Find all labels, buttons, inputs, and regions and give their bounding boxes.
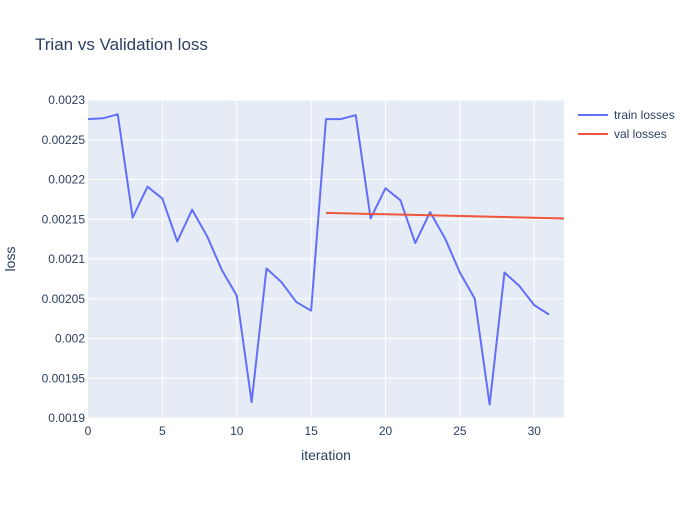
- y-axis-label: loss: [2, 247, 18, 272]
- y-tick-label: 0.00195: [42, 371, 86, 385]
- y-tick-label: 0.0021: [48, 252, 85, 266]
- x-tick-label: 0: [85, 424, 92, 438]
- y-tick-label: 0.00225: [42, 133, 86, 147]
- y-tick-label: 0.0022: [48, 173, 85, 187]
- legend-label-val: val losses: [614, 127, 667, 141]
- x-tick-label: 15: [304, 424, 318, 438]
- series-line-train[interactable]: [88, 113, 550, 406]
- grid-lines: [88, 99, 564, 419]
- x-axis-label: iteration: [301, 447, 351, 463]
- y-tick-label: 0.00205: [42, 292, 86, 306]
- y-tick-label: 0.0023: [48, 93, 85, 107]
- y-tick-label: 0.00215: [42, 212, 86, 226]
- x-tick-label: 10: [230, 424, 244, 438]
- y-tick-label: 0.0019: [48, 411, 85, 425]
- x-tick-label: 25: [453, 424, 467, 438]
- chart-title: Trian vs Validation loss: [35, 35, 208, 54]
- legend-label-train: train losses: [614, 108, 675, 122]
- legend[interactable]: train losses val losses: [578, 108, 675, 141]
- x-tick-label: 5: [159, 424, 166, 438]
- legend-item-val[interactable]: val losses: [578, 127, 667, 141]
- series-lines: [88, 113, 564, 406]
- x-tick-label: 20: [379, 424, 393, 438]
- series-line-val[interactable]: [325, 211, 564, 220]
- y-tick-label: 0.002: [55, 332, 85, 346]
- x-tick-label: 30: [528, 424, 542, 438]
- legend-item-train[interactable]: train losses: [578, 108, 675, 122]
- y-axis-ticks: 0.0019 0.00195 0.002 0.00205 0.0021 0.00215 0.…: [42, 93, 86, 425]
- x-axis-ticks: 0 5 10 15 20 25 30: [85, 424, 542, 438]
